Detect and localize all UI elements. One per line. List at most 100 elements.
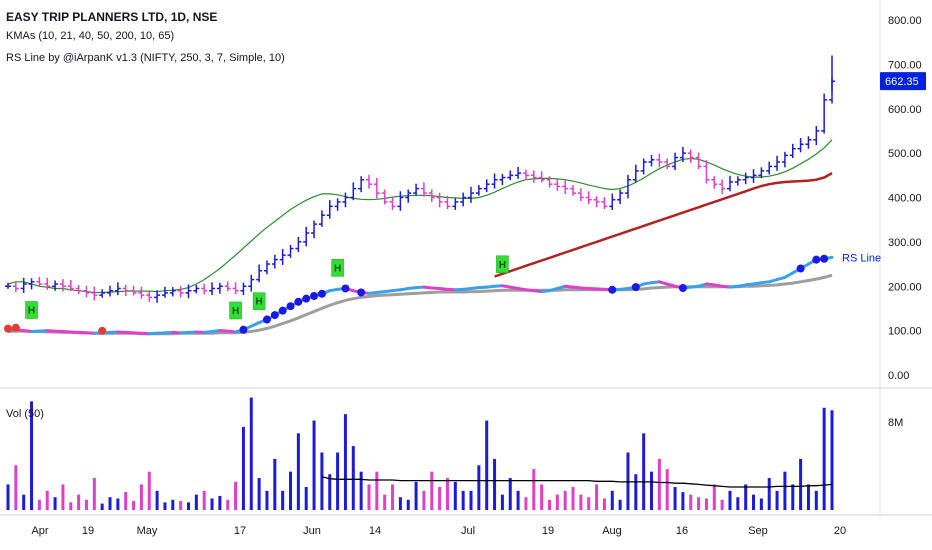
last-price-badge xyxy=(880,72,926,91)
volume-bar xyxy=(312,420,316,510)
time-tick-label: 19 xyxy=(82,525,94,537)
rs-high-marker xyxy=(252,292,266,310)
time-tick-label: 20 xyxy=(834,525,846,537)
volume-bar xyxy=(681,492,685,510)
volume-bar xyxy=(147,471,151,510)
volume-bar xyxy=(414,481,418,510)
volume-bar xyxy=(155,490,159,510)
rs-line-segment xyxy=(783,271,795,279)
volume-bar xyxy=(343,414,347,510)
volume-bar xyxy=(650,471,654,510)
volume-bar xyxy=(163,502,167,510)
volume-bar xyxy=(791,484,795,510)
time-tick-label: 16 xyxy=(676,525,688,537)
volume-bar xyxy=(367,484,371,510)
time-tick-label: 14 xyxy=(369,525,381,537)
volume-bar xyxy=(179,501,183,510)
rs-high-marker-letter: H xyxy=(499,260,506,271)
volume-bar xyxy=(587,497,591,510)
volume-bar xyxy=(767,478,771,510)
rs-new-high-dot xyxy=(678,284,687,293)
time-tick-label: Jul xyxy=(461,525,475,537)
volume-bar xyxy=(336,452,340,510)
volume-bar xyxy=(375,471,379,510)
volume-bar xyxy=(273,458,277,510)
rs-new-high-dot xyxy=(286,302,295,311)
rs-new-high-dot xyxy=(820,254,829,263)
volume-bar xyxy=(69,502,73,510)
rs-new-low-dot xyxy=(4,324,12,333)
volume-bar xyxy=(500,494,504,510)
price-tick-label: 700.00 xyxy=(888,59,922,71)
last-price-badge-text: 662.35 xyxy=(885,76,919,88)
volume-bar xyxy=(720,499,724,510)
volume-bar xyxy=(132,501,136,510)
volume-bar xyxy=(783,471,787,510)
volume-bar xyxy=(391,484,395,510)
rs-new-high-dot xyxy=(278,306,287,315)
volume-bar xyxy=(124,492,128,510)
volume-bar xyxy=(265,490,269,510)
price-tick-label: 400.00 xyxy=(888,193,922,205)
volume-bar xyxy=(673,487,677,510)
volume-bar xyxy=(422,490,426,510)
volume-bar xyxy=(234,481,238,510)
volume-bar xyxy=(218,495,222,510)
volume-bar xyxy=(806,484,810,510)
rs-legend[interactable]: RS Line by @iArpanK v1.3 (NIFTY, 250, 3,… xyxy=(6,52,285,64)
volume-bar xyxy=(704,498,708,510)
rs-new-high-dot xyxy=(631,283,640,292)
volume-bar xyxy=(461,490,465,510)
volume-bar xyxy=(634,474,638,510)
rs-high-marker-letter: H xyxy=(232,306,239,317)
volume-bar xyxy=(579,494,583,510)
volume-bar xyxy=(728,490,732,510)
rs-new-high-dot xyxy=(310,292,319,301)
volume-bar xyxy=(45,490,49,510)
time-tick-label: 19 xyxy=(542,525,554,537)
volume-bar xyxy=(61,484,65,510)
volume-bar xyxy=(453,481,457,510)
volume-bar xyxy=(6,484,10,510)
time-tick-label: Apr xyxy=(31,525,48,537)
price-tick-label: 300.00 xyxy=(888,237,922,249)
price-tick-label: 100.00 xyxy=(888,326,922,338)
rs-high-marker xyxy=(25,301,38,319)
rs-new-low-dot xyxy=(98,326,107,335)
chart-title: EASY TRIP PLANNERS LTD, 1D, NSE xyxy=(6,10,218,24)
rs-new-high-dot xyxy=(357,288,366,297)
rs-new-high-dot xyxy=(294,297,303,306)
volume-bar xyxy=(108,497,112,510)
volume-bar xyxy=(14,465,18,510)
rs-new-low-dot xyxy=(11,323,20,332)
kma-legend[interactable]: KMAs (10, 21, 40, 50, 200, 10, 65) xyxy=(6,30,175,42)
volume-bar xyxy=(799,458,803,510)
volume-bar xyxy=(822,407,826,510)
volume-axis-label: 8M xyxy=(888,417,903,429)
volume-bar xyxy=(398,497,402,510)
rs-new-high-dot xyxy=(262,315,271,324)
rs-new-high-dot xyxy=(302,294,311,303)
volume-bar xyxy=(186,502,190,510)
volume-bar xyxy=(516,490,520,510)
volume-bar xyxy=(241,426,245,510)
volume-legend[interactable]: Vol (50) xyxy=(6,408,44,420)
volume-bar xyxy=(328,474,332,510)
ma-short-line xyxy=(7,139,833,294)
volume-bar xyxy=(210,498,214,510)
volume-bar xyxy=(477,465,481,510)
volume-bar xyxy=(736,497,740,510)
volume-bar xyxy=(469,490,473,510)
volume-bar xyxy=(320,452,324,510)
rs-high-marker-letter: H xyxy=(28,306,35,317)
volume-bar xyxy=(116,498,120,510)
volume-bar xyxy=(775,490,779,510)
price-tick-label: 500.00 xyxy=(888,148,922,160)
price-tick-label: 600.00 xyxy=(888,104,922,116)
volume-bar xyxy=(139,484,143,510)
volume-bar xyxy=(84,499,88,510)
volume-bar xyxy=(532,469,536,510)
volume-bar xyxy=(171,499,175,510)
ma-long-line xyxy=(494,172,833,278)
